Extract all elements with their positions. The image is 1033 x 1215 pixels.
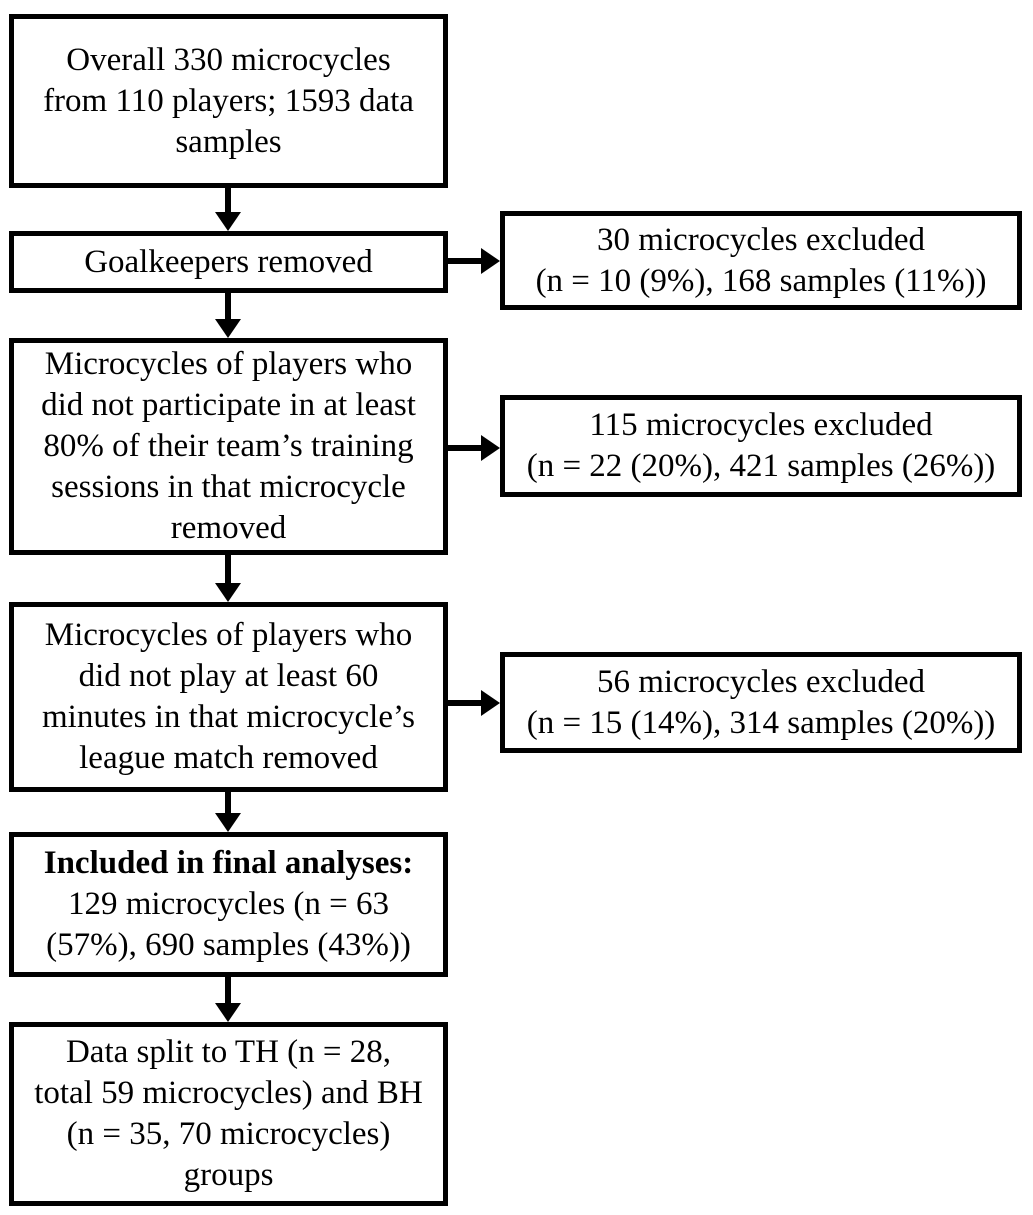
- arrow-right-1-head: [481, 248, 500, 274]
- arrow-right-2-head: [481, 435, 500, 461]
- arrow-down-5-stem: [225, 975, 231, 1004]
- box-overall-sample-text: Overall 330 microcycles from 110 players…: [43, 41, 414, 160]
- arrow-down-1-stem: [225, 186, 231, 213]
- box-data-split: Data split to TH (n = 28, total 59 micro…: [9, 1022, 448, 1206]
- arrow-down-5-head: [215, 1003, 241, 1022]
- box-participation-removed: Microcycles of players who did not parti…: [9, 338, 448, 555]
- box-excluded-goalkeepers: 30 microcycles excluded (n = 10 (9%), 16…: [500, 211, 1022, 310]
- arrow-down-3-head: [215, 583, 241, 602]
- box-playtime-removed-text: Microcycles of players who did not play …: [42, 617, 415, 776]
- arrow-down-4-stem: [225, 790, 231, 814]
- arrow-down-2-head: [215, 319, 241, 338]
- box-data-split-text: Data split to TH (n = 28, total 59 micro…: [34, 1034, 423, 1193]
- box-goalkeepers-removed-text: Goalkeepers removed: [84, 243, 373, 280]
- arrow-right-1-stem: [445, 258, 482, 264]
- arrow-right-3-head: [481, 690, 500, 716]
- arrow-down-3-stem: [225, 553, 231, 584]
- box-goalkeepers-removed: Goalkeepers removed: [9, 231, 448, 293]
- arrow-down-4-head: [215, 813, 241, 832]
- box-excluded-participation-text: 115 microcycles excluded (n = 22 (20%), …: [526, 407, 996, 484]
- box-final-analyses-heading: Included in final analyses:: [43, 845, 414, 881]
- arrow-down-2-stem: [225, 291, 231, 320]
- box-excluded-playtime-text: 56 microcycles excluded (n = 15 (14%), 3…: [526, 663, 996, 741]
- box-overall-sample: Overall 330 microcycles from 110 players…: [9, 14, 448, 188]
- box-excluded-goalkeepers-text: 30 microcycles excluded (n = 10 (9%), 16…: [535, 221, 987, 299]
- box-final-analyses-text: 129 microcycles (n = 63 (57%), 690 sampl…: [46, 886, 411, 963]
- arrow-right-2-stem: [445, 445, 482, 451]
- arrow-right-3-stem: [445, 700, 482, 706]
- box-final-analyses: Included in final analyses: 129 microcyc…: [9, 832, 448, 977]
- box-participation-removed-text: Microcycles of players who did not parti…: [41, 346, 416, 546]
- box-excluded-participation: 115 microcycles excluded (n = 22 (20%), …: [500, 395, 1022, 497]
- box-excluded-playtime: 56 microcycles excluded (n = 15 (14%), 3…: [500, 652, 1022, 753]
- arrow-down-1-head: [215, 212, 241, 231]
- box-playtime-removed: Microcycles of players who did not play …: [9, 602, 448, 792]
